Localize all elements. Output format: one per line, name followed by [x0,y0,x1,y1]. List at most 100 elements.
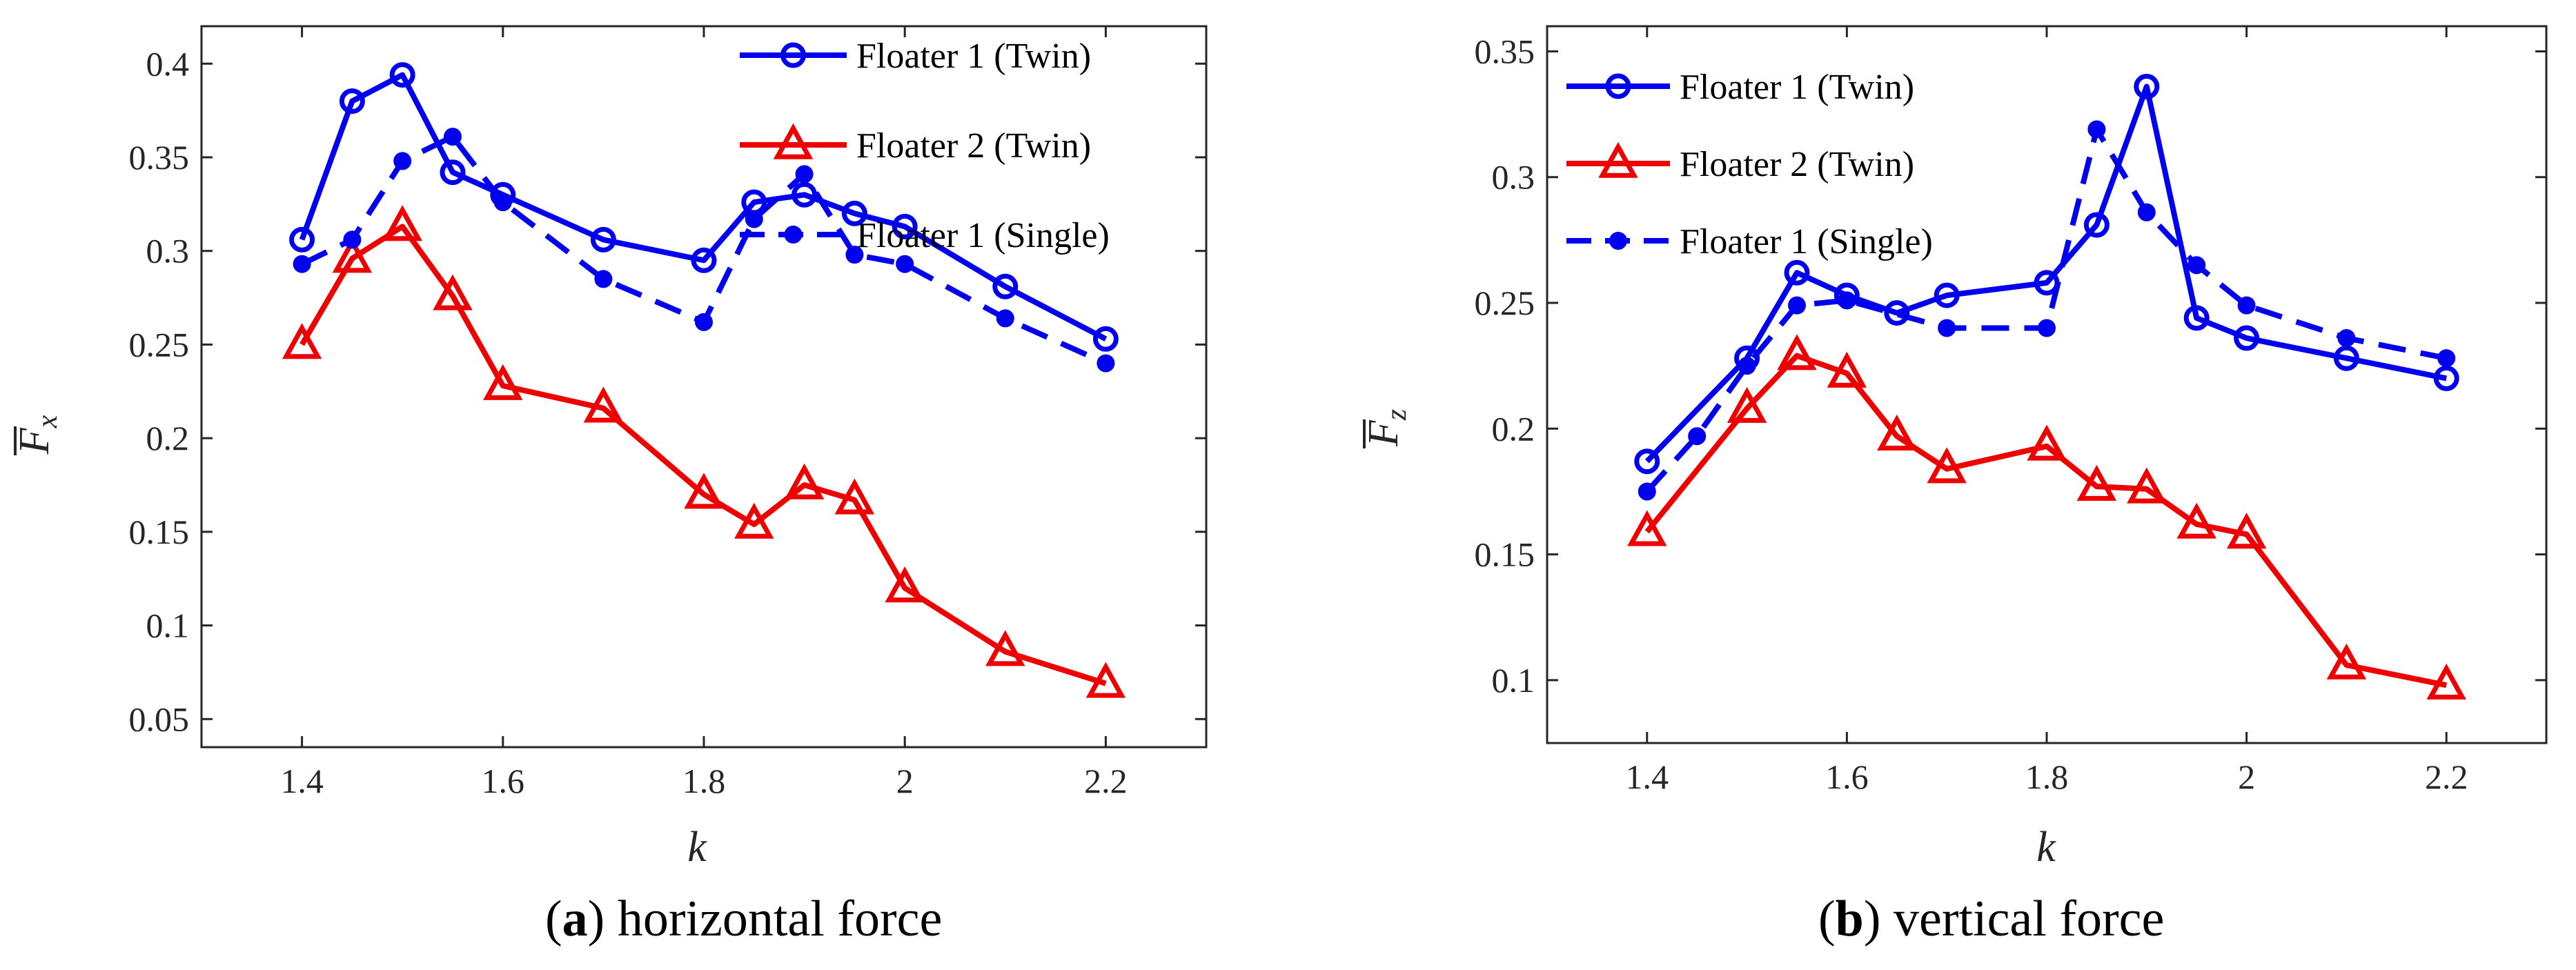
panel-a-series-1-point-triangle-marker [684,473,724,509]
panel-b-legend-0-circle-marker [1605,73,1631,99]
panel-a-legend-1-triangle-marker [773,123,814,159]
panel-a-y-tick-label: 0.2 [146,419,190,457]
panel-a-series-2-point-dot-marker [896,255,914,273]
panel-b-series-0-point-circle-marker [2333,345,2359,371]
panel-b-series-1-point-triangle-marker [1877,414,1917,451]
panel-b-y-label-text: Fz [1360,409,1413,447]
panel-b-y-tick-label: 0.3 [1492,158,1535,197]
panel-b-series-0-point-circle-marker [1634,448,1660,475]
panel-a-series-0-line [299,72,1108,342]
panel-b-series-1-point-triangle-marker [2426,663,2466,700]
panel-a-y-axis-label: Fx [11,415,63,455]
panel-b-axes: 1.4 1.6 1.8 2 2.2 0.1 0.15 0.2 0.25 0.3 0.35 [1475,25,2548,796]
panel-b-series-1-point-triangle-marker [2027,424,2067,461]
panel-b-x-tick-label: 1.6 [1825,758,1869,796]
panel-a-horizontal-force: 1.4 1.6 1.8 2 2.2 0.05 0.1 0.15 0.2 0.25 0.3 0.35 0.… [11,25,1208,947]
panel-b-series-1-point-triangle-marker [2127,467,2167,504]
panel-b-legend: Floater 1 (Twin) Floater 2 (Twin) Floater … [1566,68,1933,261]
panel-a-series-0-point-circle-marker [440,159,466,186]
panel-a-y-tick-label: 0.25 [129,325,190,364]
panel-a-series-0-point-circle-marker [841,200,867,226]
panel-a-series-2-point-dot-marker [493,193,512,212]
panel-b-caption: (b) vertical force [1818,891,2164,947]
panel-a-series-2-point-dot-marker [1097,354,1115,373]
panel-b-series-0-point-circle-marker [2134,73,2160,99]
panel-a-series-0-point-circle-marker [389,62,415,88]
panel-b-series-1-point-triangle-marker [2176,502,2216,539]
panel-b-series-2-point-dot-marker [1638,482,1656,501]
panel-a-legend-0-circle-marker [780,42,806,68]
panel-b-series-2-point-dot-marker [2038,319,2056,337]
panel-a-series-1-point-triangle-marker [734,502,774,539]
panel-b-series-0-point-circle-marker [2234,325,2260,351]
panel-b-series-2-point-dot-marker [2237,296,2256,315]
panel-a-series-1-point-triangle-marker [483,364,523,400]
panel-a-series-2-point-dot-marker [594,270,613,288]
panel-b-plot-area [1547,26,2546,743]
panel-b-y-tick-label: 0.1 [1492,661,1535,700]
panel-b-plot-background [1547,26,2546,743]
panel-b-legend-label-0: Floater 1 (Twin) [1680,68,1914,107]
panel-b-series-0-point-circle-marker [1934,282,1960,308]
panel-b-x-tick-label: 1.4 [1626,758,1669,796]
panel-a-y-tick-label: 0.3 [146,232,190,270]
panel-b-series-2-point-dot-marker [2187,256,2206,275]
panel-b-series-1-point-triangle-marker [2076,464,2117,501]
panel-a-x-tick-label: 1.8 [682,762,726,800]
panel-b-series-2-point-dot-marker [2337,329,2356,348]
panel-b-series-1-point-triangle-marker [2226,513,2267,549]
panel-b-legend-2-dot-marker [1609,232,1627,250]
panel-b-series-2-point-dot-marker [1838,291,1856,310]
panel-b-legend-label-1: Floater 2 (Twin) [1680,145,1914,184]
panel-b-series-2-point-dot-marker [2437,349,2456,368]
panel-b-series-2-point-dot-marker [1688,427,1707,446]
panel-a-axes: 1.4 1.6 1.8 2 2.2 0.05 0.1 0.15 0.2 0.25 0.3 0.35 0.… [129,25,1208,800]
panel-a-series-0-point-circle-marker [1092,326,1119,352]
panel-a-y-tick-label: 0.35 [129,138,190,177]
panel-a-series-2-point-dot-marker [795,165,814,184]
panel-b-series [1627,73,2466,700]
panel-a-x-tick-label: 1.6 [482,762,525,800]
panel-a-series-0-point-circle-marker [590,226,616,253]
panel-a-legend-label-0: Floater 1 (Twin) [856,37,1091,76]
panel-a-series-1-point-triangle-marker [332,237,373,273]
panel-b-series-1-point-triangle-marker [1927,447,1967,484]
panel-b-series-1-line [1644,353,2447,689]
panel-b-series-1-point-triangle-marker [1777,334,1817,370]
panel-a-series-0-point-circle-marker [892,213,918,239]
panel-a-series-2-point-dot-marker [444,128,462,146]
panel-a-series-1-point-triangle-marker [433,274,473,310]
panel-a-series-0-point-circle-marker [339,88,365,115]
panel-b-series-0-point-circle-marker [1884,300,1910,326]
panel-a-series-1-point-triangle-marker [834,478,875,515]
panel-a-series-1-point-triangle-marker [583,386,624,423]
panel-b-y-tick-label: 0.25 [1475,284,1535,322]
panel-a-series-2-point-dot-marker [996,309,1014,328]
panel-a-series-1-point-triangle-marker [885,566,925,603]
panel-b-x-tick-label: 1.8 [2025,758,2069,796]
panel-a-plot-background [201,26,1206,747]
panel-b-series-2-point-dot-marker [1788,296,1806,315]
panel-a-x-tick-label: 2 [896,762,914,800]
panel-b-series-1-point-triangle-marker [2326,643,2367,680]
panel-b-series-1-point-triangle-marker [1827,351,1867,388]
panel-a-series-1-point-triangle-marker [1085,662,1126,698]
panel-a-legend-2-dot-marker [784,226,803,244]
panel-b-series-2-point-dot-marker [2087,120,2106,139]
panel-a-legend: Floater 1 (Twin) Floater 2 (Twin) Floater … [740,37,1110,255]
panel-b-legend-1-triangle-marker [1598,141,1638,178]
panel-a-caption: (a) horizontal force [545,891,942,947]
panel-a-y-tick-label: 0.15 [129,513,190,551]
panel-a-x-axis-label: k [687,824,707,871]
panel-a-series-2-point-dot-marker [293,255,311,273]
panel-a-x-tick-label: 1.4 [280,762,324,800]
panel-a-x-tick-label: 2.2 [1084,762,1128,800]
panel-b-series-2-point-dot-marker [2137,203,2156,221]
panel-b-legend-label-2: Floater 1 (Single) [1680,222,1933,261]
panel-a-series-1-point-triangle-marker [784,463,825,499]
panel-a-series-0-point-circle-marker [289,226,315,253]
panel-b-series-0-point-circle-marker [2083,212,2110,238]
panel-b-series-0-point-circle-marker [1784,259,1810,286]
panel-b-x-tick-label: 2 [2238,758,2255,796]
